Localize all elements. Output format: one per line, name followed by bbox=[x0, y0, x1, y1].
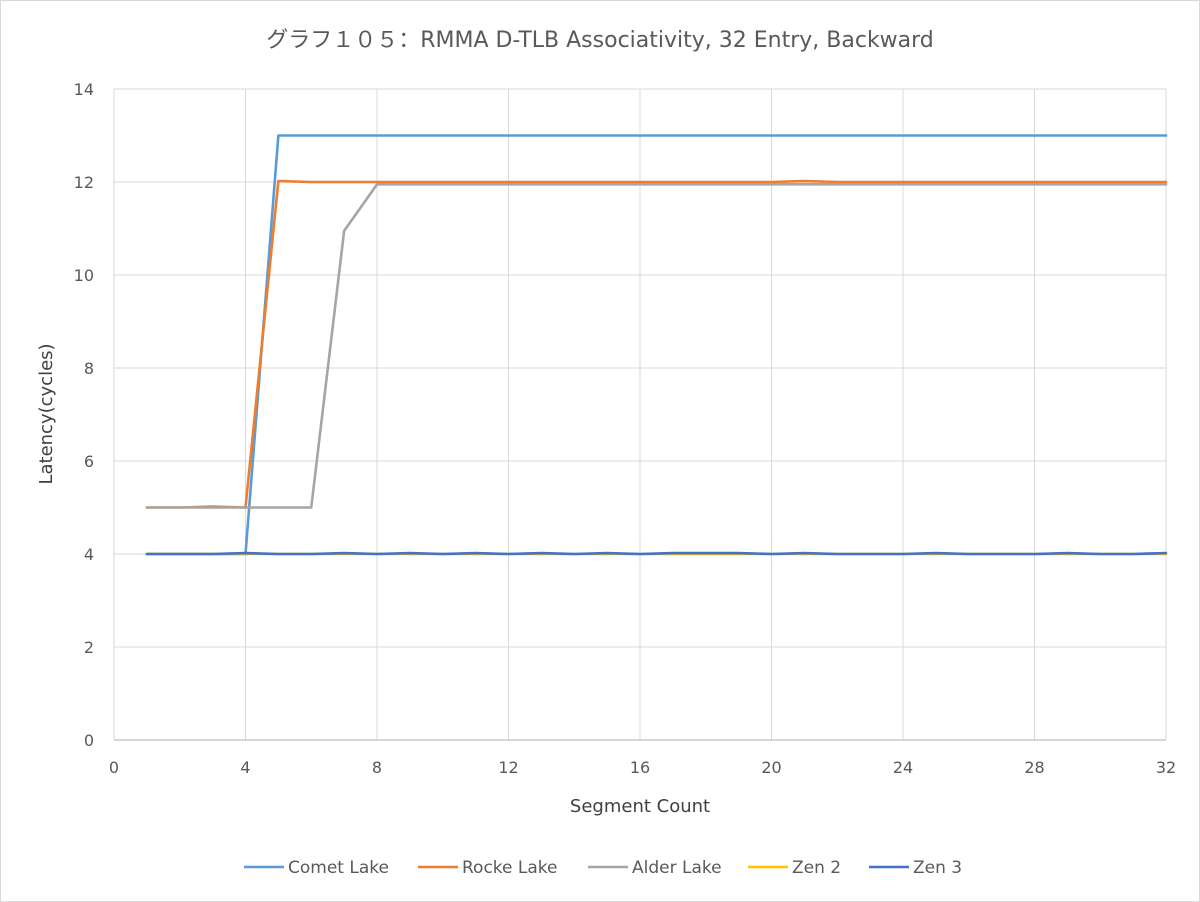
series-lines bbox=[145, 134, 1168, 556]
y-tick-label: 14 bbox=[74, 80, 94, 99]
y-tick-label: 8 bbox=[84, 359, 94, 378]
x-tick-label: 8 bbox=[372, 758, 382, 777]
x-tick-label: 12 bbox=[498, 758, 518, 777]
x-tick-label: 16 bbox=[630, 758, 650, 777]
y-tick-label: 10 bbox=[74, 266, 94, 285]
y-axis-label: Latency(cycles) bbox=[36, 343, 57, 484]
y-tick-label: 2 bbox=[84, 638, 94, 657]
series-line-alder-lake bbox=[145, 183, 1168, 509]
x-tick-label: 32 bbox=[1156, 758, 1176, 777]
x-tick-label: 28 bbox=[1024, 758, 1044, 777]
x-tick-label: 0 bbox=[109, 758, 119, 777]
legend: Comet Lake Rocke Lake Alder Lake Zen 2 Zen 3 bbox=[244, 858, 962, 878]
series-line-rocke-lake bbox=[145, 179, 1168, 509]
x-tick-label: 4 bbox=[240, 758, 250, 777]
y-tick-label: 6 bbox=[84, 452, 94, 471]
gridlines bbox=[113, 88, 1167, 740]
x-tick-label: 20 bbox=[761, 758, 781, 777]
y-tick-label: 0 bbox=[84, 731, 94, 750]
legend-label: Rocke Lake bbox=[462, 858, 557, 878]
legend-label: Alder Lake bbox=[632, 858, 722, 878]
series-line-zen-3 bbox=[145, 551, 1168, 556]
series-line-comet-lake bbox=[145, 134, 1168, 556]
legend-label: Comet Lake bbox=[288, 858, 389, 878]
x-axis-label: Segment Count bbox=[570, 796, 710, 817]
y-tick-label: 4 bbox=[84, 545, 94, 564]
legend-label: Zen 2 bbox=[792, 858, 841, 878]
x-tick-label: 24 bbox=[893, 758, 913, 777]
y-tick-label: 12 bbox=[74, 173, 94, 192]
chart-title: グラフ１０５：RMMA D-TLB Associativity, 32 Entr… bbox=[266, 28, 934, 53]
legend-label: Zen 3 bbox=[913, 858, 962, 878]
